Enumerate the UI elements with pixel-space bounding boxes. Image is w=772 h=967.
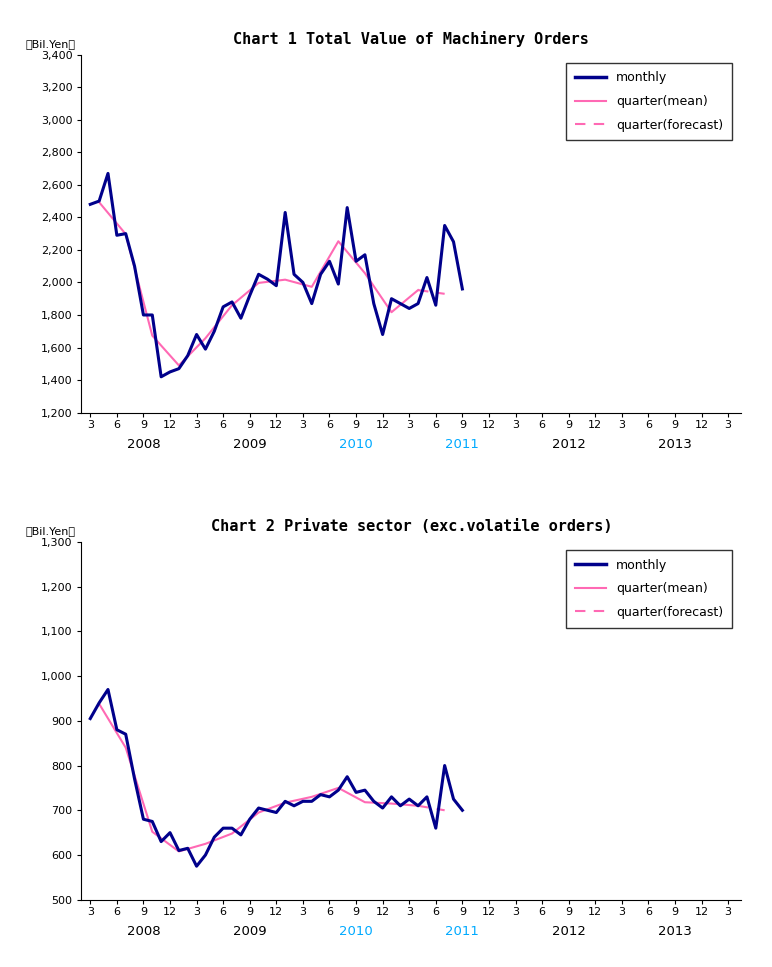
Text: 2010: 2010 [339,924,373,938]
Text: 2011: 2011 [445,924,479,938]
Text: （Bil.Yen）: （Bil.Yen） [25,40,76,49]
Legend: monthly, quarter(mean), quarter(forecast): monthly, quarter(mean), quarter(forecast… [566,63,732,140]
Text: 2012: 2012 [552,924,586,938]
Text: 2012: 2012 [552,438,586,451]
Legend: monthly, quarter(mean), quarter(forecast): monthly, quarter(mean), quarter(forecast… [566,550,732,628]
Text: 2011: 2011 [445,438,479,451]
Title: Chart 1 Total Value of Machinery Orders: Chart 1 Total Value of Machinery Orders [233,31,589,46]
Text: 2013: 2013 [658,924,692,938]
Text: 2010: 2010 [339,438,373,451]
Title: Chart 2 Private sector (exc.volatile orders): Chart 2 Private sector (exc.volatile ord… [211,518,612,534]
Text: 2008: 2008 [127,438,161,451]
Text: 2009: 2009 [233,924,266,938]
Text: 2008: 2008 [127,924,161,938]
Text: 2009: 2009 [233,438,266,451]
Text: （Bil.Yen）: （Bil.Yen） [25,526,76,537]
Text: 2013: 2013 [658,438,692,451]
